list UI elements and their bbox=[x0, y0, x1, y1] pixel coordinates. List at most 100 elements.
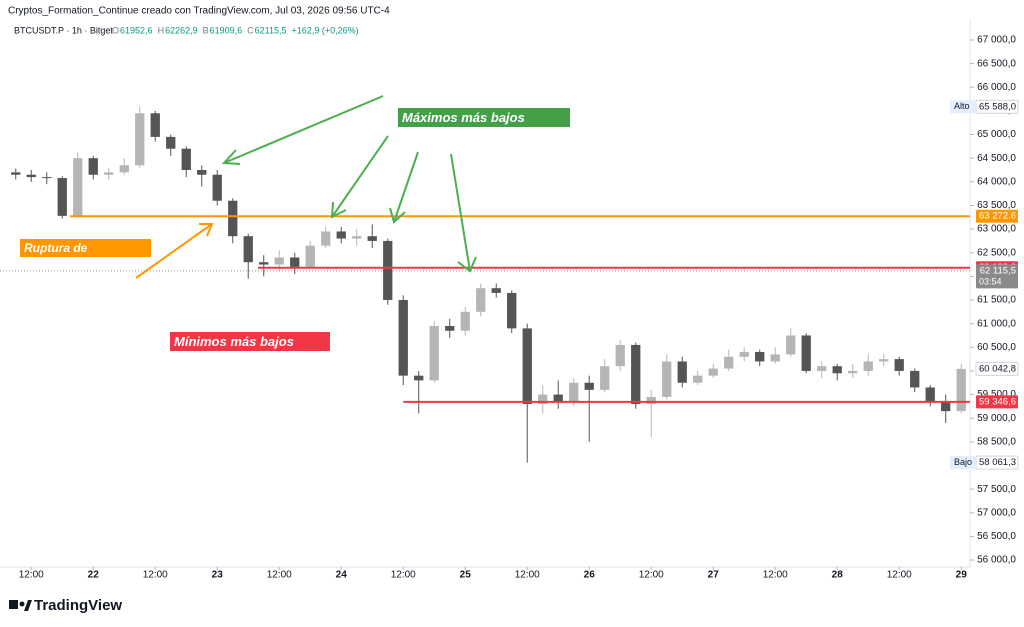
legend-key: C bbox=[247, 25, 254, 35]
price-tag-label: 65 588,0 bbox=[979, 101, 1016, 112]
change: +162,9 (+0,26%) bbox=[292, 25, 359, 35]
candle-body bbox=[383, 240, 393, 301]
y-tick-label: 66 500,0 bbox=[977, 58, 1016, 69]
candle-body bbox=[305, 245, 315, 267]
candle-body bbox=[243, 236, 253, 263]
price-tag-caption: Alto bbox=[954, 101, 970, 111]
candle-body bbox=[228, 200, 238, 237]
candle-body bbox=[817, 366, 827, 371]
brand-logo bbox=[9, 600, 32, 611]
header-title: Cryptos_Formation_Continue creado con Tr… bbox=[8, 6, 390, 17]
price-tag-label: 62 115,5 bbox=[980, 265, 1016, 276]
legend-value: 61952,6 bbox=[120, 25, 153, 35]
candle-body bbox=[135, 113, 145, 166]
candle-body bbox=[290, 257, 300, 267]
candle-body bbox=[538, 394, 548, 405]
candle-body bbox=[42, 177, 52, 179]
candle-body bbox=[755, 352, 765, 362]
price-tag-box bbox=[976, 264, 1018, 289]
x-tick-label: 12:00 bbox=[515, 570, 540, 581]
candle-body bbox=[88, 158, 98, 175]
candle-body bbox=[491, 288, 501, 293]
price-tag-label: 59 346,6 bbox=[979, 396, 1016, 407]
price-tag-caption: Bajo bbox=[954, 457, 972, 467]
legend-key: B bbox=[203, 25, 209, 35]
candle-body bbox=[197, 169, 207, 175]
candle-body bbox=[522, 328, 532, 405]
candle-body bbox=[708, 368, 718, 376]
candle-body bbox=[925, 387, 935, 402]
x-tick-label: 27 bbox=[708, 570, 720, 581]
x-tick-label: 28 bbox=[832, 570, 844, 581]
candle-body bbox=[274, 257, 284, 265]
y-tick-label: 56 500,0 bbox=[977, 531, 1016, 542]
price-tag-box bbox=[976, 395, 1018, 409]
legend-key: H bbox=[158, 25, 165, 35]
y-tick-label: 56 000,0 bbox=[977, 555, 1016, 566]
candle-body bbox=[212, 174, 222, 201]
y-tick-label: 67 000,0 bbox=[977, 35, 1016, 46]
candle-body bbox=[57, 178, 67, 216]
candle-body bbox=[739, 352, 749, 357]
caption-box bbox=[950, 456, 975, 470]
legend-value: 62115,5 bbox=[255, 25, 287, 35]
legend-value: 62262,9 bbox=[165, 25, 198, 35]
candle-body bbox=[259, 262, 269, 265]
price-tag-box bbox=[975, 99, 1019, 114]
candle-body bbox=[476, 288, 486, 312]
candle-body bbox=[321, 231, 331, 246]
price-tag-label: 58 061,3 bbox=[979, 457, 1016, 468]
y-tick-label: 62 500,0 bbox=[977, 247, 1016, 258]
candle-body bbox=[460, 311, 470, 331]
x-tick-label: 24 bbox=[336, 570, 348, 581]
candle-body bbox=[104, 172, 114, 175]
y-tick-label: 60 500,0 bbox=[977, 342, 1016, 353]
candle-body bbox=[11, 172, 21, 175]
x-tick-label: 12:00 bbox=[391, 570, 416, 581]
arrows bbox=[221, 95, 477, 273]
candle-body bbox=[724, 356, 734, 369]
x-tick-label: 29 bbox=[956, 570, 968, 581]
y-tick-label: 64 000,0 bbox=[977, 176, 1016, 187]
y-tick-label: 61 500,0 bbox=[977, 295, 1016, 306]
x-tick-label: 26 bbox=[584, 570, 596, 581]
candle-body bbox=[150, 113, 160, 137]
annotation: Máximos más bajos bbox=[398, 108, 570, 127]
candle-body bbox=[910, 370, 920, 388]
candle-body bbox=[166, 136, 176, 149]
price-tag-box bbox=[976, 209, 1018, 223]
candle-body bbox=[693, 375, 703, 383]
candle-body bbox=[584, 382, 594, 390]
x-tick-label: 23 bbox=[212, 570, 224, 581]
annotation: Mínimos más bajos bbox=[170, 332, 330, 351]
candle-body bbox=[181, 148, 191, 170]
y-tick-label: 58 500,0 bbox=[977, 436, 1016, 447]
brand: TradingView bbox=[34, 597, 122, 614]
candle-body bbox=[801, 335, 811, 371]
x-tick-label: 12:00 bbox=[143, 570, 168, 581]
y-tick-label: 59 500,0 bbox=[977, 389, 1016, 400]
arrow bbox=[135, 223, 214, 279]
ohlc-legend: O 61952,6 H 62262,9 B 61909,6 C 62115,5 bbox=[112, 25, 287, 35]
x-tick-label: 12:00 bbox=[887, 570, 912, 581]
candle-body bbox=[26, 174, 36, 178]
candle-body bbox=[553, 394, 563, 402]
candle-body bbox=[941, 401, 951, 412]
candle-body bbox=[848, 370, 858, 374]
candle-body bbox=[770, 354, 780, 362]
caption-box bbox=[950, 100, 975, 114]
candle-body bbox=[445, 326, 455, 331]
y-tick-label: 57 000,0 bbox=[977, 507, 1016, 518]
candle-body bbox=[677, 361, 687, 383]
candle-body bbox=[336, 231, 346, 239]
candle-body bbox=[352, 236, 362, 239]
y-tick-label: 64 500,0 bbox=[977, 153, 1016, 164]
plot: 56 000,056 500,057 000,057 500,058 000,0… bbox=[0, 35, 1019, 581]
price-tag-sub: 03:54 bbox=[979, 276, 1002, 286]
y-tick-label: 65 000,0 bbox=[977, 129, 1016, 140]
x-tick-label: 12:00 bbox=[267, 570, 292, 581]
y-tick-label: 57 500,0 bbox=[977, 484, 1016, 495]
candle-body bbox=[569, 382, 579, 402]
